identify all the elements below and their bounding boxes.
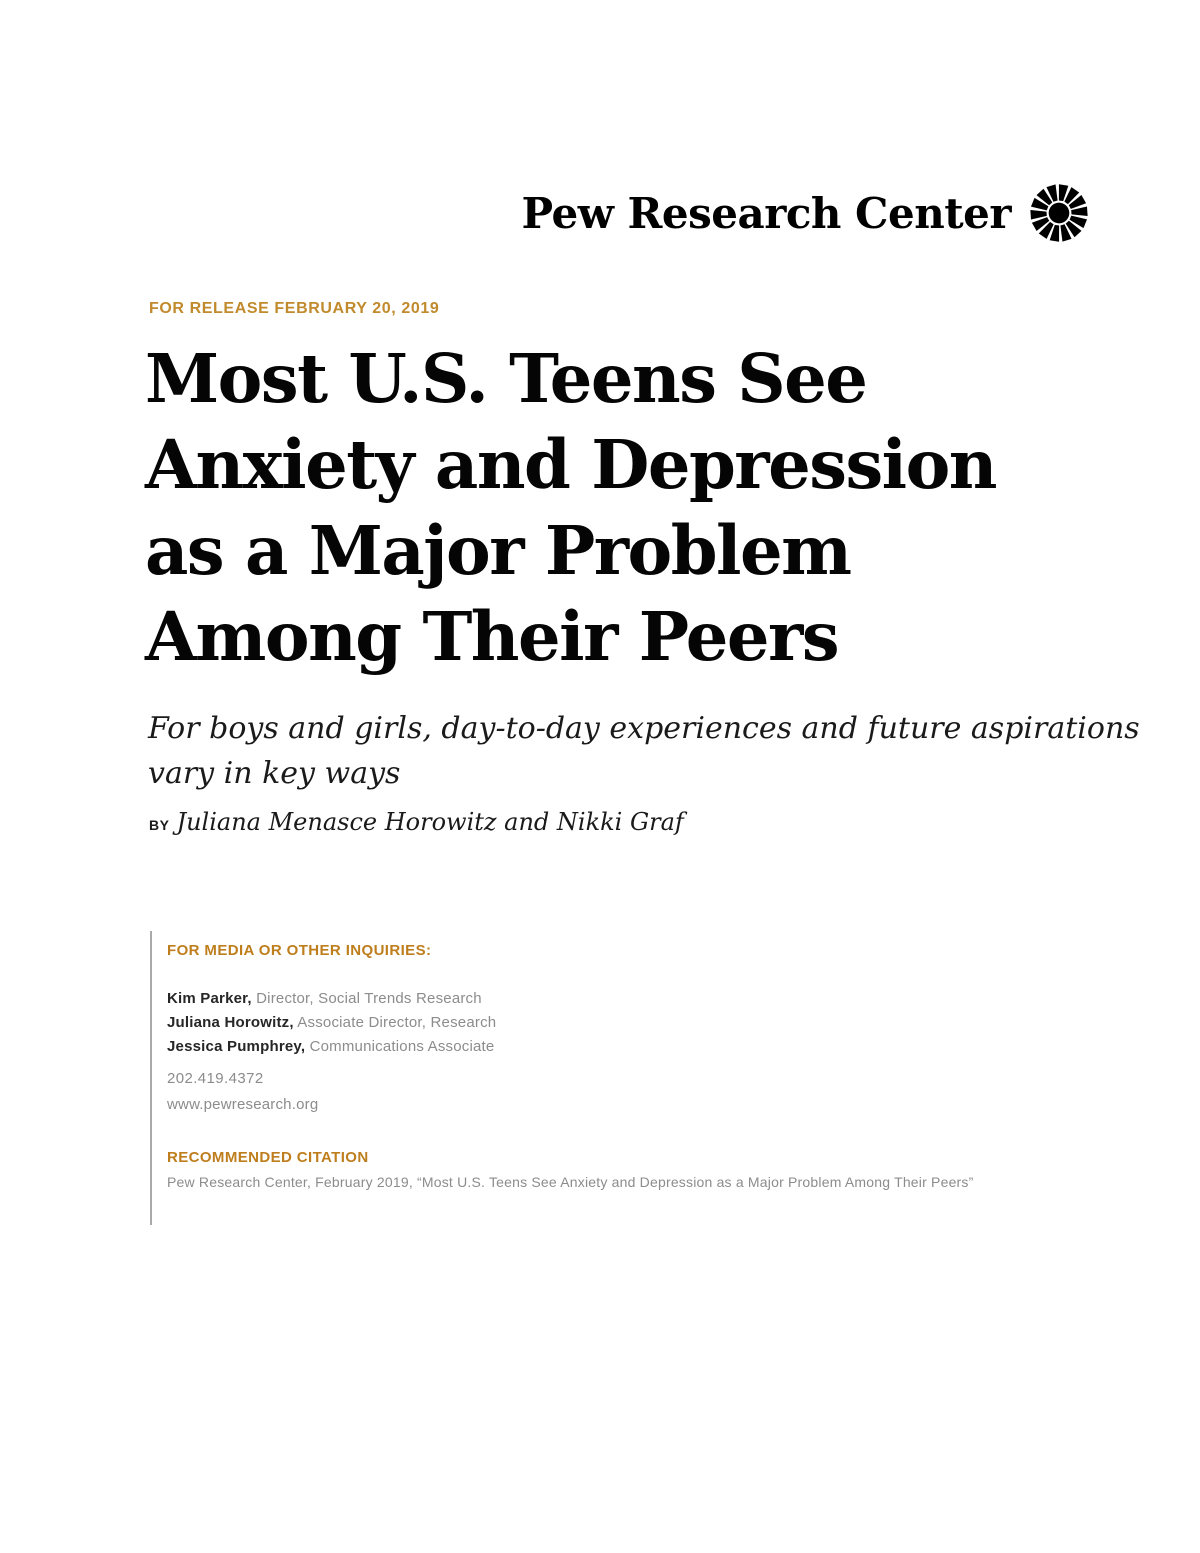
title-line-2: Anxiety and Depression	[145, 425, 998, 504]
byline: BY Juliana Menasce Horowitz and Nikki Gr…	[149, 808, 684, 836]
release-date-line: FOR RELEASE FEBRUARY 20, 2019	[149, 300, 440, 317]
page-subtitle: For boys and girls, day-to-day experienc…	[148, 706, 1140, 796]
contact-role: Associate Director, Research	[297, 1014, 497, 1031]
media-contact-block: FOR MEDIA OR OTHER INQUIRIES: Kim Parker…	[150, 931, 1020, 1225]
sunburst-icon	[1026, 180, 1092, 246]
title-line-4: Among Their Peers	[145, 597, 840, 676]
pew-logo: Pew Research Center	[522, 180, 1092, 246]
recommended-citation-heading: RECOMMENDED CITATION	[167, 1149, 369, 1166]
byline-authors: Juliana Menasce Horowitz and Nikki Graf	[176, 808, 684, 836]
contact-website: www.pewresearch.org	[167, 1096, 319, 1113]
byline-prefix: BY	[149, 817, 170, 833]
contact-name: Jessica Pumphrey,	[167, 1038, 306, 1055]
subtitle-line-2: vary in key ways	[148, 756, 401, 791]
contact-name: Kim Parker,	[167, 990, 252, 1007]
pew-logo-wordmark: Pew Research Center	[521, 188, 1012, 238]
subtitle-line-1: For boys and girls, day-to-day experienc…	[148, 711, 1140, 746]
contact-name: Juliana Horowitz,	[167, 1014, 294, 1031]
contact-row: Juliana Horowitz, Associate Director, Re…	[167, 1011, 1020, 1035]
page-title: Most U.S. Teens See Anxiety and Depressi…	[145, 336, 998, 680]
title-line-1: Most U.S. Teens See	[145, 339, 868, 418]
contact-row: Jessica Pumphrey, Communications Associa…	[167, 1035, 1020, 1059]
title-line-3: as a Major Problem	[145, 511, 852, 590]
contact-role: Director, Social Trends Research	[256, 990, 482, 1007]
contact-role: Communications Associate	[309, 1038, 495, 1055]
contact-row: Kim Parker, Director, Social Trends Rese…	[167, 987, 1020, 1011]
citation-text: Pew Research Center, February 2019, “Mos…	[167, 1174, 974, 1190]
contact-phone: 202.419.4372	[167, 1070, 264, 1087]
media-inquiries-heading: FOR MEDIA OR OTHER INQUIRIES:	[167, 942, 432, 959]
